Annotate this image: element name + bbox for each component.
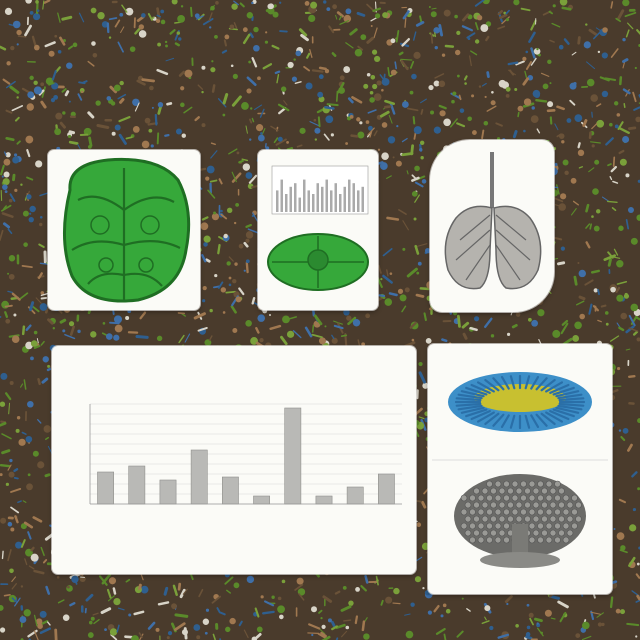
- chart-bar: [346, 486, 364, 505]
- bar-chart-card: [52, 346, 416, 574]
- leaf-card: [48, 150, 200, 310]
- chart-bar: [97, 471, 115, 505]
- chart-bar: [159, 479, 177, 505]
- chart-bar: [315, 495, 333, 505]
- mini-chart-with-leaf: [267, 165, 369, 291]
- gray-coral-tree-illustration: [454, 474, 586, 568]
- chart-bar: [377, 473, 395, 505]
- specimen-card: [428, 344, 612, 594]
- mini-chart-card: [258, 150, 378, 310]
- specimen-panel: [432, 372, 608, 568]
- green-leaf-illustration: [63, 157, 191, 303]
- lung-card: [430, 140, 554, 312]
- chart-bar: [222, 476, 239, 505]
- chart-bar: [128, 465, 146, 505]
- chart-bar: [190, 449, 208, 505]
- blue-anemone-illustration: [448, 372, 592, 432]
- chart-bar: [284, 407, 302, 505]
- bar-chart: [89, 403, 402, 505]
- gray-lung-sketch: [444, 152, 542, 290]
- chart-bar: [253, 495, 271, 505]
